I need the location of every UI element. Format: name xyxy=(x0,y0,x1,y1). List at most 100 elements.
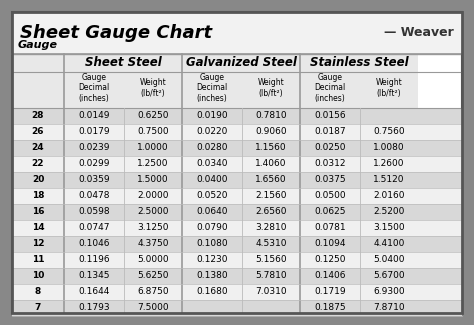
Text: 4.3750: 4.3750 xyxy=(137,240,169,249)
Text: 12: 12 xyxy=(32,240,44,249)
Bar xyxy=(300,54,418,72)
Text: 0.0156: 0.0156 xyxy=(314,111,346,121)
Text: 0.0747: 0.0747 xyxy=(78,224,110,232)
Text: 0.1875: 0.1875 xyxy=(314,304,346,313)
Text: 2.5000: 2.5000 xyxy=(137,207,169,216)
Text: 0.0400: 0.0400 xyxy=(196,176,228,185)
Text: 24: 24 xyxy=(32,144,44,152)
Text: 1.5000: 1.5000 xyxy=(137,176,169,185)
Bar xyxy=(12,236,462,252)
Text: Sheet Gauge Chart: Sheet Gauge Chart xyxy=(20,24,212,42)
Bar xyxy=(12,156,462,172)
Text: 0.1196: 0.1196 xyxy=(78,255,110,265)
Text: 1.0080: 1.0080 xyxy=(373,144,405,152)
Text: 5.1560: 5.1560 xyxy=(255,255,287,265)
Text: Sheet Steel: Sheet Steel xyxy=(85,57,161,70)
Bar xyxy=(182,72,300,108)
Bar xyxy=(12,108,462,124)
Text: 0.0250: 0.0250 xyxy=(314,144,346,152)
Text: 0.0149: 0.0149 xyxy=(78,111,110,121)
Text: 0.1345: 0.1345 xyxy=(78,271,110,280)
Text: 0.0520: 0.0520 xyxy=(196,191,228,201)
Text: 5.0000: 5.0000 xyxy=(137,255,169,265)
Text: 7.8710: 7.8710 xyxy=(373,304,405,313)
Text: 28: 28 xyxy=(32,111,44,121)
Text: 6.9300: 6.9300 xyxy=(373,288,405,296)
Bar xyxy=(12,284,462,300)
Text: 0.0299: 0.0299 xyxy=(78,160,110,168)
Text: 0.0187: 0.0187 xyxy=(314,127,346,136)
Text: 0.1793: 0.1793 xyxy=(78,304,110,313)
Text: 5.6700: 5.6700 xyxy=(373,271,405,280)
Text: 0.0359: 0.0359 xyxy=(78,176,110,185)
Bar xyxy=(12,12,462,54)
Text: 10: 10 xyxy=(32,271,44,280)
Text: 0.1719: 0.1719 xyxy=(314,288,346,296)
Text: 1.5120: 1.5120 xyxy=(373,176,405,185)
Bar xyxy=(182,54,300,72)
Text: 0.1230: 0.1230 xyxy=(196,255,228,265)
Text: 26: 26 xyxy=(32,127,44,136)
Text: 1.0000: 1.0000 xyxy=(137,144,169,152)
Text: Galvanized Steel: Galvanized Steel xyxy=(185,57,296,70)
Text: 0.0598: 0.0598 xyxy=(78,207,110,216)
Text: 1.2500: 1.2500 xyxy=(137,160,169,168)
Text: 0.0640: 0.0640 xyxy=(196,207,228,216)
Text: 0.1094: 0.1094 xyxy=(314,240,346,249)
Text: 0.0625: 0.0625 xyxy=(314,207,346,216)
Text: 0.0340: 0.0340 xyxy=(196,160,228,168)
Text: Gauge: Gauge xyxy=(18,40,58,50)
Text: 5.7810: 5.7810 xyxy=(255,271,287,280)
Bar xyxy=(12,172,462,188)
Text: 14: 14 xyxy=(32,224,44,232)
Text: 2.0000: 2.0000 xyxy=(137,191,169,201)
Text: 3.1250: 3.1250 xyxy=(137,224,169,232)
Bar xyxy=(64,72,182,108)
Text: 0.7560: 0.7560 xyxy=(373,127,405,136)
Text: 1.4060: 1.4060 xyxy=(255,160,287,168)
Text: 5.6250: 5.6250 xyxy=(137,271,169,280)
Text: 0.1250: 0.1250 xyxy=(314,255,346,265)
Text: 0.9060: 0.9060 xyxy=(255,127,287,136)
Text: — Weaver: — Weaver xyxy=(384,27,454,40)
Text: 0.6250: 0.6250 xyxy=(137,111,169,121)
Text: 1.1560: 1.1560 xyxy=(255,144,287,152)
Text: 7.0310: 7.0310 xyxy=(255,288,287,296)
Text: 2.6560: 2.6560 xyxy=(255,207,287,216)
Text: 0.1046: 0.1046 xyxy=(78,240,110,249)
Text: 0.7500: 0.7500 xyxy=(137,127,169,136)
Text: 4.4100: 4.4100 xyxy=(374,240,405,249)
Text: 7.5000: 7.5000 xyxy=(137,304,169,313)
Bar xyxy=(12,268,462,284)
Text: 20: 20 xyxy=(32,176,44,185)
Text: Weight
(lb/ft²): Weight (lb/ft²) xyxy=(258,78,284,98)
Text: 0.0220: 0.0220 xyxy=(196,127,228,136)
Bar xyxy=(12,72,64,108)
Bar xyxy=(12,124,462,140)
Text: 0.1644: 0.1644 xyxy=(78,288,109,296)
Bar xyxy=(12,188,462,204)
Text: Weight
(lb/ft²): Weight (lb/ft²) xyxy=(140,78,166,98)
Text: 22: 22 xyxy=(32,160,44,168)
Text: 0.1406: 0.1406 xyxy=(314,271,346,280)
Text: 0.0239: 0.0239 xyxy=(78,144,110,152)
Text: 0.0280: 0.0280 xyxy=(196,144,228,152)
Text: 0.1380: 0.1380 xyxy=(196,271,228,280)
Bar xyxy=(300,72,418,108)
Text: 0.0781: 0.0781 xyxy=(314,224,346,232)
Text: 0.0500: 0.0500 xyxy=(314,191,346,201)
Text: 3.2810: 3.2810 xyxy=(255,224,287,232)
Text: 3.1500: 3.1500 xyxy=(373,224,405,232)
Text: 0.0478: 0.0478 xyxy=(78,191,110,201)
Bar xyxy=(12,220,462,236)
Text: 6.8750: 6.8750 xyxy=(137,288,169,296)
Text: 11: 11 xyxy=(32,255,44,265)
Text: Stainless Steel: Stainless Steel xyxy=(310,57,408,70)
Text: 0.0375: 0.0375 xyxy=(314,176,346,185)
Text: 0.0179: 0.0179 xyxy=(78,127,110,136)
Text: 2.1560: 2.1560 xyxy=(255,191,287,201)
Bar xyxy=(12,252,462,268)
Bar xyxy=(12,204,462,220)
Text: 4.5310: 4.5310 xyxy=(255,240,287,249)
Text: 0.0790: 0.0790 xyxy=(196,224,228,232)
